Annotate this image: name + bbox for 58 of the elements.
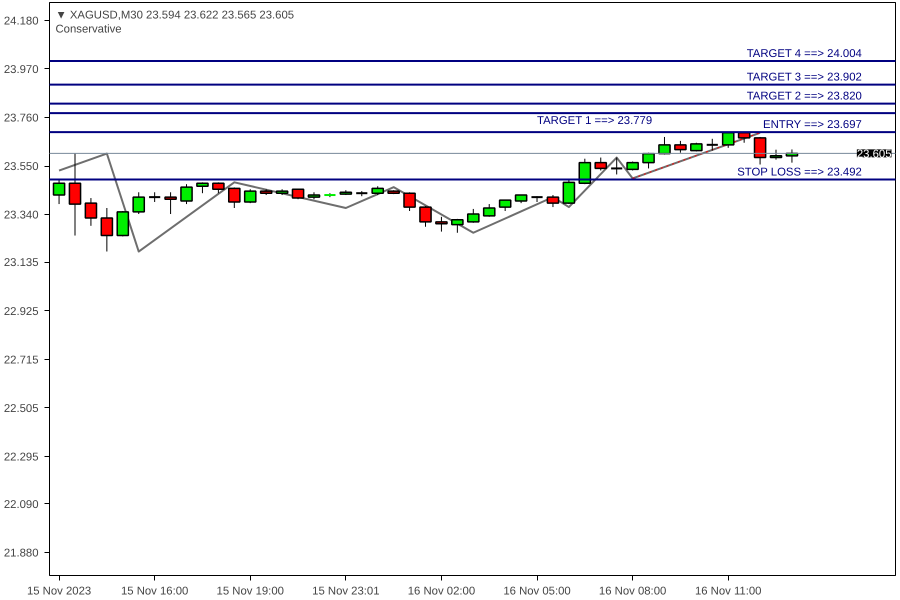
ref-line-label: TARGET 2 ==> 23.820	[746, 90, 862, 103]
candlestick	[770, 149, 782, 160]
ref-line-label: 23.605	[856, 148, 892, 160]
candlestick	[228, 186, 241, 208]
ref-line-label: ENTRY ==> 23.697	[763, 119, 862, 132]
candlestick	[116, 210, 130, 237]
y-tick-label: 23.970	[4, 64, 39, 76]
candlestick	[610, 157, 624, 175]
y-tick-label: 21.880	[4, 548, 39, 560]
candlestick	[642, 152, 655, 169]
ref-line-label: TARGET 4 ==> 24.004	[746, 48, 862, 60]
candlestick	[100, 208, 114, 252]
candlestick	[754, 136, 766, 165]
candlestick	[180, 184, 193, 205]
y-tick-label: 23.340	[4, 210, 39, 222]
candlestick	[435, 216, 448, 232]
candlestick	[674, 140, 687, 154]
ref-line-label: STOP LOSS ==> 23.492	[737, 166, 862, 179]
ref-line-label: TARGET 3 ==> 23.902	[746, 72, 862, 84]
candlestick	[244, 188, 257, 204]
candlestick	[482, 204, 496, 218]
y-tick-label: 22.925	[4, 306, 39, 318]
candlestick	[626, 160, 639, 172]
candlestick	[451, 218, 464, 234]
candlestick	[164, 192, 177, 215]
y-tick-label: 23.760	[4, 112, 39, 125]
y-tick-label: 24.180	[4, 15, 39, 28]
y-tick-label: 23.550	[4, 161, 39, 174]
candlestick	[594, 157, 608, 172]
x-tick-label: 15 Nov 19:00	[216, 586, 284, 598]
candlestick	[52, 178, 66, 205]
x-tick-label: 16 Nov 08:00	[598, 586, 666, 598]
candlestick	[148, 192, 162, 202]
y-tick-label: 22.295	[4, 452, 39, 464]
y-tick-label: 22.505	[4, 402, 39, 415]
candlestick	[466, 208, 480, 224]
x-tick-label: 16 Nov 05:00	[503, 586, 571, 598]
candlestick	[722, 132, 735, 148]
x-tick-label: 16 Nov 11:00	[694, 586, 762, 598]
y-tick-label: 22.715	[4, 354, 39, 366]
x-tick-label: 16 Nov 02:00	[408, 586, 476, 598]
candlestick	[498, 199, 512, 212]
candlestick	[546, 194, 560, 208]
candlestick	[132, 192, 146, 215]
candlestick	[706, 138, 719, 152]
candlestick	[419, 206, 432, 228]
y-tick-label: 23.135	[4, 257, 39, 270]
candlestick	[68, 153, 82, 236]
x-tick-label: 15 Nov 23:01	[312, 586, 380, 598]
text: ▼ XAGUSD,M30 23.594 23.622 23.565 23.605	[56, 10, 294, 22]
candlestick	[84, 198, 98, 226]
candlestick	[562, 178, 576, 205]
y-tick-label: 22.090	[4, 498, 39, 511]
x-tick-label: 15 Nov 16:00	[120, 586, 188, 598]
text: Conservative	[56, 24, 122, 36]
x-tick-label: 15 Nov 2023	[26, 586, 92, 598]
ref-line-label: TARGET 1 ==> 23.779	[537, 115, 652, 128]
candlestick	[403, 192, 416, 212]
